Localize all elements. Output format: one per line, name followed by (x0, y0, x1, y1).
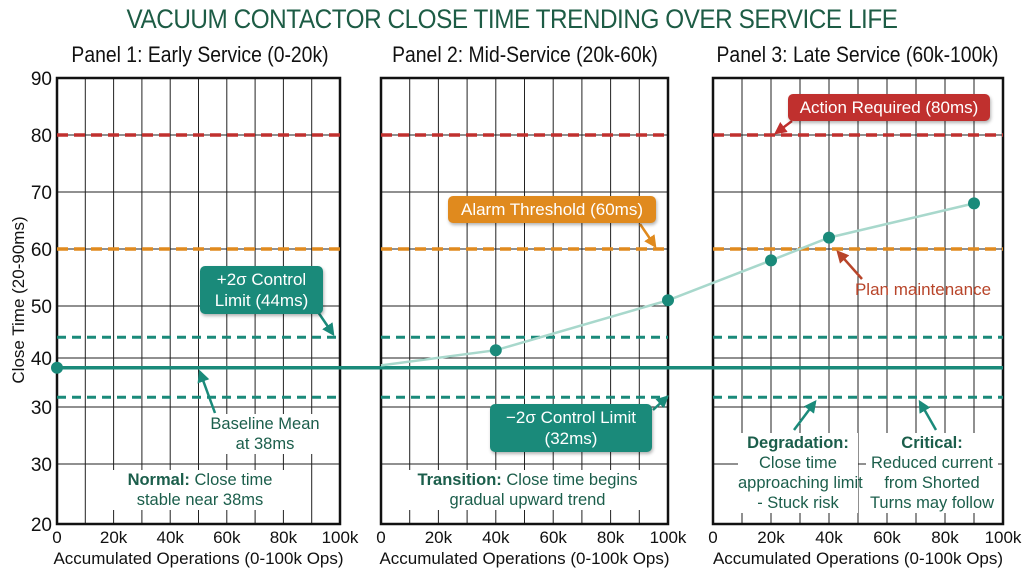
annotation-arrow (793, 400, 817, 431)
lower-control-label-line2: (32ms) (544, 429, 598, 448)
plan-maintenance-label: Plan maintenance (854, 280, 992, 299)
x-axis-label: Accumulated Operations (0-100k Ops) (379, 549, 669, 568)
x-tick-label: 0 (708, 528, 717, 547)
alarm-threshold-label: Alarm Threshold (60ms) (448, 196, 656, 223)
critical-line2: from Shorted (884, 474, 980, 492)
data-point (823, 231, 835, 244)
y-tick-label: 80 (31, 126, 52, 147)
x-tick-label: 80k (931, 528, 959, 547)
x-tick-label: 100k (985, 528, 1022, 547)
data-point (489, 344, 502, 357)
annotation-arrow (774, 120, 793, 135)
data-point (51, 361, 63, 374)
status-line2: stable near 38ms (136, 491, 264, 509)
degradation-line3: - Stuck risk (757, 494, 839, 512)
x-tick-label: 80k (597, 528, 625, 547)
y-tick-label: 70 (31, 183, 52, 204)
x-axis-label: Accumulated Operations (0-100k Ops) (713, 549, 1003, 568)
y-tick-label: 50 (31, 297, 52, 318)
panel-frame (711, 76, 1005, 526)
baseline-label-line1: Baseline Mean (210, 415, 320, 433)
critical-bold: Critical: (901, 434, 963, 452)
trend-line (380, 202, 975, 367)
x-tick-label: 40k (156, 528, 184, 547)
critical-line1: Reduced current (871, 454, 993, 472)
panel-1-status-note: Normal: Close time stable near 38ms (110, 470, 290, 510)
status-line2: gradual upward trend (449, 491, 606, 509)
x-tick-label: 100k (650, 528, 687, 547)
lower-control-label-line1: −2σ Control Limit (505, 408, 636, 427)
x-axis-label: Accumulated Operations (0-100k Ops) (53, 549, 343, 568)
critical-line3: Turns may follow (869, 494, 995, 512)
data-point (968, 197, 980, 210)
panel-3-title: Panel 3: Late Service (60k-100k) (716, 42, 999, 67)
panel-2: 0 20k 40k 60k 80k 100k Accumulated Operations … (376, 76, 687, 568)
y-tick-label: 30 (31, 455, 52, 476)
degradation-line2: approaching limit (738, 474, 863, 492)
baseline-label-line2: at 38ms (235, 435, 295, 453)
status-line1: Close time begins (501, 471, 638, 489)
panel-1-title: Panel 1: Early Service (0-20k) (71, 42, 329, 67)
annotation-arrow (652, 395, 669, 411)
status-bold: Normal: (127, 471, 190, 489)
degradation-line1: Close time (759, 454, 837, 472)
panel-2-title: Panel 2: Mid-Service (20k-60k) (392, 42, 658, 67)
status-line1: Close time (189, 471, 273, 489)
x-tick-label: 0 (376, 528, 385, 547)
x-tick-label: 80k (270, 528, 298, 547)
x-tick-label: 20k (425, 528, 453, 547)
status-bold: Transition: (417, 471, 502, 489)
x-tick-label: 0 (52, 528, 61, 547)
baseline-mean-label: Baseline Mean at 38ms (200, 414, 330, 454)
upper-control-label-line2: Limit (44ms) (214, 291, 309, 310)
x-tick-label: 100k (322, 528, 359, 547)
degradation-bold: Degradation: (747, 434, 849, 452)
degradation-note: Degradation: Close time approaching limi… (738, 433, 863, 513)
annotation-arrow (316, 311, 335, 337)
panel-frame (55, 76, 342, 526)
action-required-label: Action Required (80ms) (788, 94, 990, 121)
y-tick-label: 30 (31, 398, 52, 419)
x-tick-label: 40k (482, 528, 510, 547)
x-tick-label: 60k (873, 528, 901, 547)
chart-title: VACUUM CONTACTOR CLOSE TIME TRENDING OVE… (126, 4, 898, 34)
x-tick-label: 60k (539, 528, 567, 547)
y-tick-label: 20 (31, 515, 52, 536)
panel-3: 0 20k 40k 60k 80k 100k Accumulated Operations … (708, 76, 1022, 568)
y-tick-label: 40 (31, 349, 52, 370)
y-tick-label: 90 (31, 69, 52, 90)
x-tick-label: 20k (757, 528, 785, 547)
upper-control-label-line1: +2σ Control (216, 270, 307, 289)
x-tick-label: 60k (213, 528, 241, 547)
y-tick-label: 60 (31, 240, 52, 261)
x-tick-label: 20k (100, 528, 128, 547)
upper-control-limit-label: +2σ Control Limit (44ms) (200, 266, 323, 314)
lower-control-limit-label: −2σ Control Limit (32ms) (490, 404, 652, 452)
annotation-arrow (638, 223, 657, 249)
annotation-arrow (197, 369, 217, 414)
data-point (662, 294, 674, 307)
y-axis-label: Close Time (20-90ms) (9, 216, 28, 383)
panel-2-status-note: Transition: Close time begins gradual up… (405, 470, 650, 510)
x-tick-label: 40k (815, 528, 843, 547)
annotation-arrow (836, 250, 863, 280)
data-point (765, 254, 777, 267)
annotation-arrow (918, 399, 938, 431)
critical-note: Critical: Reduced current from Shorted T… (866, 433, 998, 513)
